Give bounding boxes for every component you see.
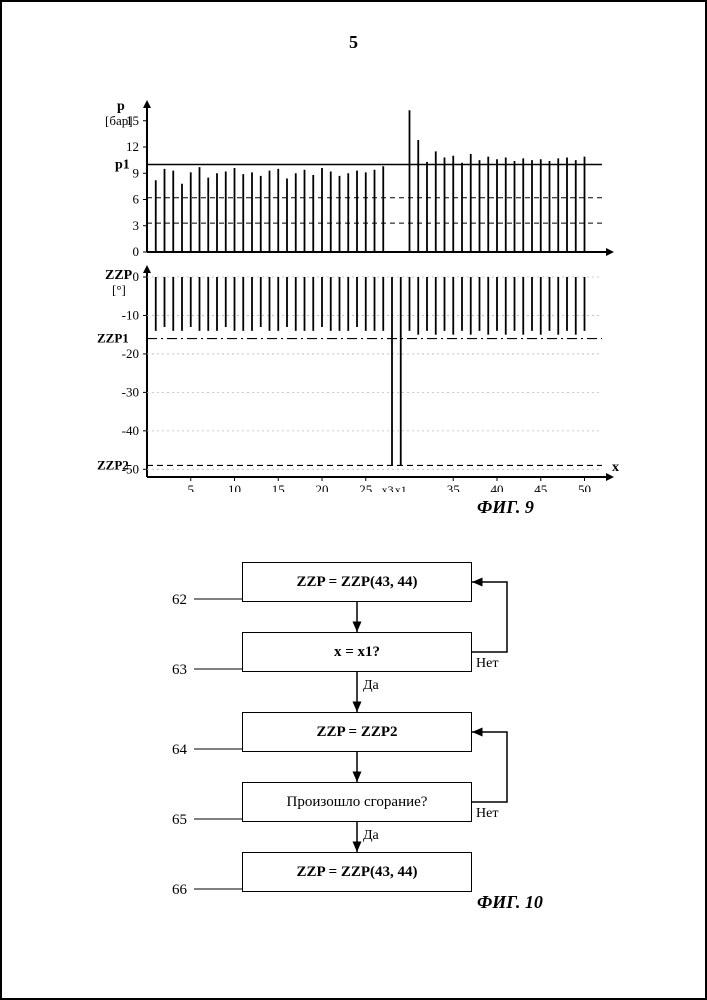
flow-box-65: Произошло сгорание? — [242, 782, 472, 822]
svg-text:25: 25 — [359, 482, 372, 492]
svg-text:p: p — [117, 99, 125, 114]
fig10-label: ФИГ. 10 — [477, 892, 543, 913]
svg-text:40: 40 — [491, 482, 504, 492]
svg-text:20: 20 — [316, 482, 329, 492]
flow-box-id-63: 63 — [172, 662, 187, 679]
svg-text:ZZP1: ZZP1 — [97, 331, 129, 346]
flow-box-id-62: 62 — [172, 592, 187, 609]
svg-text:x1: x1 — [395, 483, 407, 492]
svg-text:50: 50 — [578, 482, 591, 492]
flow-box-63: x = x1? — [242, 632, 472, 672]
charts-container: 03691215p[бар]p10-10-20-30-40-50ZZP[°]ZZ… — [92, 92, 622, 492]
svg-text:15: 15 — [272, 482, 285, 492]
svg-text:35: 35 — [447, 482, 460, 492]
svg-text:x3: x3 — [382, 483, 394, 492]
svg-text:-40: -40 — [122, 423, 139, 438]
flow-box-62: ZZP = ZZP(43, 44) — [242, 562, 472, 602]
no-label-2: Нет — [476, 806, 498, 822]
svg-text:45: 45 — [534, 482, 547, 492]
svg-text:0: 0 — [133, 269, 140, 284]
svg-text:-30: -30 — [122, 384, 139, 399]
svg-text:12: 12 — [126, 139, 139, 154]
fig9-label: ФИГ. 9 — [477, 497, 534, 518]
svg-text:9: 9 — [133, 165, 140, 180]
flow-box-64: ZZP = ZZP2 — [242, 712, 472, 752]
flow-box-id-64: 64 — [172, 742, 187, 759]
flow-box-id-65: 65 — [172, 812, 187, 829]
flow-box-66: ZZP = ZZP(43, 44) — [242, 852, 472, 892]
svg-text:[бар]: [бар] — [105, 113, 133, 128]
yes-label-1: Да — [363, 678, 379, 694]
svg-text:3: 3 — [133, 218, 140, 233]
yes-label-2: Да — [363, 828, 379, 844]
no-label-1: Нет — [476, 656, 498, 672]
flow-box-id-66: 66 — [172, 882, 187, 899]
svg-text:10: 10 — [228, 482, 241, 492]
svg-text:5: 5 — [188, 482, 195, 492]
svg-text:ZZP: ZZP — [105, 268, 133, 283]
svg-text:0: 0 — [133, 244, 140, 259]
svg-text:6: 6 — [133, 192, 140, 207]
chart-svg: 03691215p[бар]p10-10-20-30-40-50ZZP[°]ZZ… — [92, 92, 622, 492]
svg-text:p1: p1 — [115, 158, 130, 173]
page-number: 5 — [349, 32, 358, 53]
svg-text:ZZP2: ZZP2 — [97, 457, 129, 472]
svg-text:-10: -10 — [122, 307, 139, 322]
flowchart: ZZP = ZZP(43, 44)62x = x1?63ZZP = ZZP264… — [177, 562, 597, 922]
svg-text:x: x — [612, 460, 619, 475]
svg-text:-20: -20 — [122, 346, 139, 361]
svg-text:[°]: [°] — [112, 282, 126, 297]
